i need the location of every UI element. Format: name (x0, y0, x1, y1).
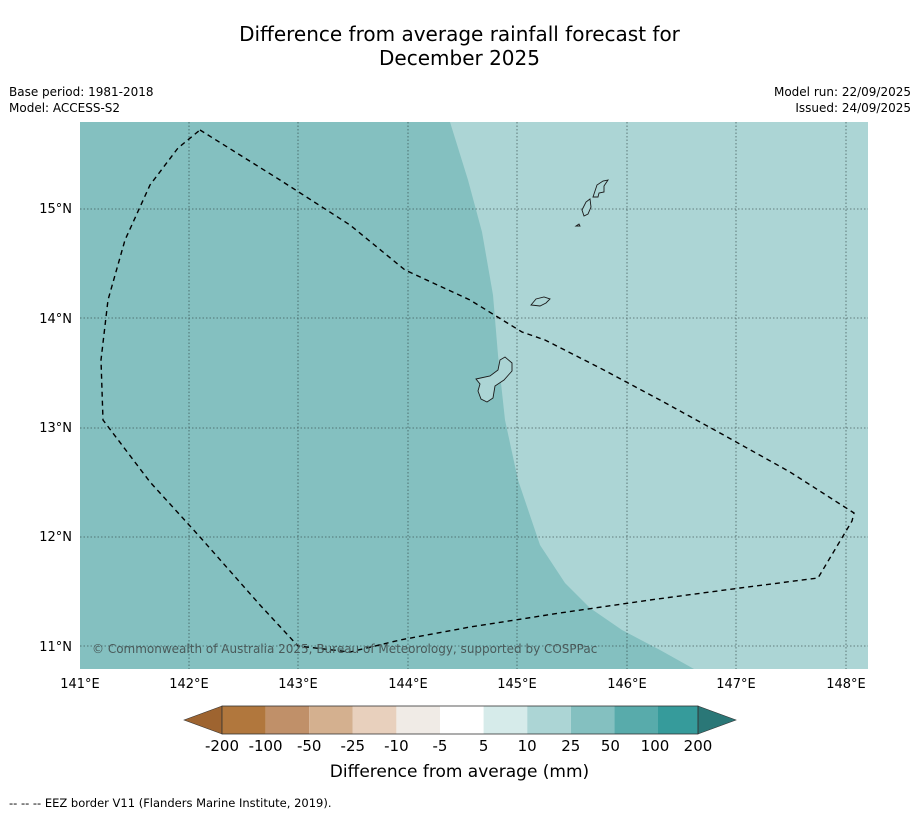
colorbar-seg-11 (658, 706, 698, 734)
colorbar-outline (221, 705, 699, 735)
colorbar-seg-9 (570, 706, 615, 734)
cb-tick-4: -10 (384, 737, 409, 755)
colorbar-arrow-right (697, 705, 737, 735)
island-aguijan (574, 223, 581, 227)
colorbar-seg-8 (527, 706, 571, 734)
cb-tick-8: 25 (561, 737, 580, 755)
island-guam (475, 356, 513, 403)
title-line-1: Difference from average rainfall forecas… (239, 22, 680, 46)
colorbar-seg-4 (352, 706, 397, 734)
islands (475, 179, 609, 403)
cb-tick-6: 5 (479, 737, 489, 755)
colorbar-seg-2 (265, 706, 310, 734)
cb-tick-7: 10 (518, 737, 537, 755)
title-line-2: December 2025 (379, 46, 540, 70)
lon-label-141: 141°E (60, 677, 100, 692)
lon-label-142: 142°E (169, 677, 209, 692)
base-period: Base period: 1981-2018 (9, 85, 154, 99)
colorbar-ticks: -200 -100 -50 -25 -10 -5 5 10 25 50 100 … (205, 737, 712, 755)
model-name: Model: ACCESS-S2 (9, 101, 121, 115)
lon-label-144: 144°E (388, 677, 428, 692)
issued-date: Issued: 24/09/2025 (795, 101, 911, 115)
lat-label-11: 11°N (39, 640, 72, 655)
colorbar-seg-3 (309, 706, 353, 734)
cb-tick-10: 100 (641, 737, 670, 755)
footnote-eez: -- -- -- EEZ border V11 (Flanders Marine… (9, 796, 332, 810)
cb-tick-11: 200 (684, 737, 713, 755)
colorbar-seg-10 (614, 706, 658, 734)
rainfall-region-east (450, 122, 868, 669)
colorbar-seg-7 (483, 706, 528, 734)
colorbar-arrow-left (183, 705, 223, 735)
lat-label-15: 15°N (39, 202, 72, 217)
lon-labels: 141°E 142°E 143°E 144°E 145°E 146°E 147°… (60, 677, 866, 692)
gridlines (80, 122, 868, 669)
model-run: Model run: 22/09/2025 (773, 85, 911, 99)
meta-right: Model run: 22/09/2025 Issued: 24/09/2025 (774, 84, 911, 116)
lon-label-148: 148°E (826, 677, 866, 692)
cb-tick-1: -100 (249, 737, 283, 755)
island-rota (530, 296, 551, 307)
cb-tick-3: -25 (341, 737, 366, 755)
cb-tick-0: -200 (205, 737, 239, 755)
cb-tick-2: -50 (297, 737, 322, 755)
meta-left: Base period: 1981-2018 Model: ACCESS-S2 (9, 84, 154, 116)
cb-tick-5: -5 (433, 737, 448, 755)
lat-labels: 15°N 14°N 13°N 12°N 11°N (39, 202, 72, 655)
lon-label-143: 143°E (278, 677, 318, 692)
colorbar-seg-5 (396, 706, 440, 734)
colorbar (183, 705, 737, 735)
island-tinian (581, 198, 592, 217)
map-title: Difference from average rainfall forecas… (0, 22, 919, 70)
cb-tick-9: 50 (601, 737, 620, 755)
copyright-text: © Commonwealth of Australia 2025, Bureau… (92, 642, 597, 656)
colorbar-seg-6 (440, 706, 484, 734)
colorbar-seg-1 (222, 706, 266, 734)
eez-border (100, 129, 855, 653)
island-saipan (592, 179, 609, 198)
lon-label-146: 146°E (607, 677, 647, 692)
lon-label-145: 145°E (497, 677, 537, 692)
lat-label-12: 12°N (39, 530, 72, 545)
colorbar-label: Difference from average (mm) (329, 762, 590, 782)
lat-label-13: 13°N (39, 421, 72, 436)
lon-label-147: 147°E (716, 677, 756, 692)
lat-label-14: 14°N (39, 312, 72, 327)
